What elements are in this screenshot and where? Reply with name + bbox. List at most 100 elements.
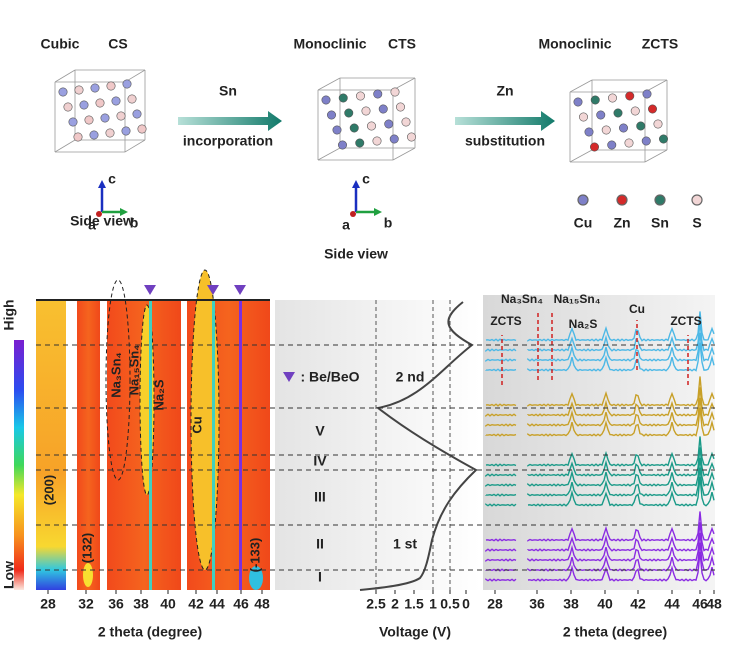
crystal-edge — [569, 149, 593, 163]
atom — [321, 95, 331, 105]
cycle-label: 2 nd — [396, 369, 425, 385]
legend-label: Cu — [574, 215, 593, 231]
x-tick-label: 46 — [692, 596, 708, 612]
axis-label: c — [108, 171, 116, 187]
atom — [137, 124, 147, 134]
axis-label: a — [342, 217, 350, 233]
atom — [573, 97, 583, 107]
atom — [401, 117, 411, 127]
structure-formula: CS — [108, 36, 127, 52]
heatmap-label: (-133) — [247, 538, 262, 573]
atom — [58, 87, 68, 97]
phase-label: Na₁₅Sn₄ — [554, 292, 601, 306]
atom — [366, 121, 376, 131]
atom — [406, 132, 416, 142]
atom — [355, 91, 365, 101]
legend-marker — [577, 194, 589, 206]
legend-marker — [616, 194, 628, 206]
x-tick-label: 48 — [706, 596, 722, 612]
legend-marker — [654, 194, 666, 206]
be-marker — [283, 372, 295, 382]
pattern-trace — [485, 397, 715, 427]
heatmap-line — [149, 300, 152, 590]
x-tick-label: 38 — [133, 596, 149, 612]
atom — [630, 106, 640, 116]
legend-label: Sn — [651, 215, 669, 231]
x-tick-label: 42 — [188, 596, 204, 612]
stage-label: II — [316, 536, 324, 552]
pattern-trace — [485, 457, 715, 487]
structure-formula: ZCTS — [642, 36, 679, 52]
heatmap-peak — [249, 566, 263, 590]
axis-a — [96, 211, 102, 217]
legend-label: Zn — [613, 215, 630, 231]
x-tick-label: 28 — [40, 596, 56, 612]
atom — [607, 140, 617, 150]
x-tick-label: 44 — [209, 596, 225, 612]
arrow-label: substitution — [465, 133, 545, 149]
x-tick-label: 2.5 — [366, 596, 386, 612]
pattern-trace — [485, 387, 715, 418]
atom — [589, 142, 599, 152]
heatmap-label: Na₂S — [151, 379, 166, 410]
axis-a — [350, 211, 356, 217]
phase-label: Cu — [629, 302, 645, 316]
x-tick-label: 1.5 — [404, 596, 424, 612]
be-marker — [234, 285, 246, 295]
atom — [337, 140, 347, 150]
x-tick-label: 42 — [630, 596, 646, 612]
x-tick-label: 40 — [597, 596, 613, 612]
atom — [613, 108, 623, 118]
colorbar — [14, 340, 24, 590]
structure-title: Cubic — [41, 36, 80, 52]
crystal — [569, 79, 668, 163]
pattern-trace — [485, 447, 715, 478]
atom — [596, 110, 606, 120]
pattern-trace — [485, 407, 715, 437]
axis-label: c — [362, 171, 370, 187]
legend-label: : Be/BeO — [300, 369, 359, 385]
atom — [578, 112, 588, 122]
be-marker — [207, 285, 219, 295]
side-view: Side view — [70, 213, 134, 229]
axis-c-head — [98, 180, 106, 188]
pattern-trace — [485, 476, 715, 507]
x-tick-label: 38 — [563, 596, 579, 612]
structure-title: Monoclinic — [538, 36, 611, 52]
atom — [100, 113, 110, 123]
heatmap-line — [239, 300, 242, 590]
x-axis-title: 2 theta (degree) — [98, 624, 202, 640]
pattern-trace — [485, 342, 715, 372]
legend-label: S — [692, 215, 701, 231]
atom — [105, 128, 115, 138]
atom — [390, 87, 400, 97]
atom — [658, 134, 668, 144]
atom — [332, 125, 342, 135]
axis-label: b — [130, 215, 139, 231]
atom — [63, 102, 73, 112]
atom — [641, 136, 651, 146]
atom — [355, 138, 365, 148]
pattern-trace — [485, 332, 715, 362]
axis-label: a — [88, 217, 96, 233]
atom — [378, 104, 388, 114]
phase-label: ZCTS — [490, 314, 521, 328]
atom — [73, 132, 83, 142]
heatmap-label: Na₃Sn₄ — [108, 352, 123, 397]
axis-b-head — [374, 208, 382, 216]
x-tick-label: 2 — [391, 596, 399, 612]
atom — [338, 93, 348, 103]
crystal-edge — [569, 79, 593, 93]
atom — [74, 85, 84, 95]
axis-b-head — [120, 208, 128, 216]
x-tick-label: 44 — [664, 596, 680, 612]
atom — [653, 119, 663, 129]
x-tick-label: 46 — [233, 596, 249, 612]
arrow — [455, 111, 555, 131]
atom — [601, 125, 611, 135]
x-tick-label: 48 — [254, 596, 270, 612]
x-tick-label: 0.5 — [440, 596, 460, 612]
heatmap-label: Na₁₅Sn₄ — [126, 345, 141, 396]
cycle-label: 1 st — [393, 536, 417, 552]
